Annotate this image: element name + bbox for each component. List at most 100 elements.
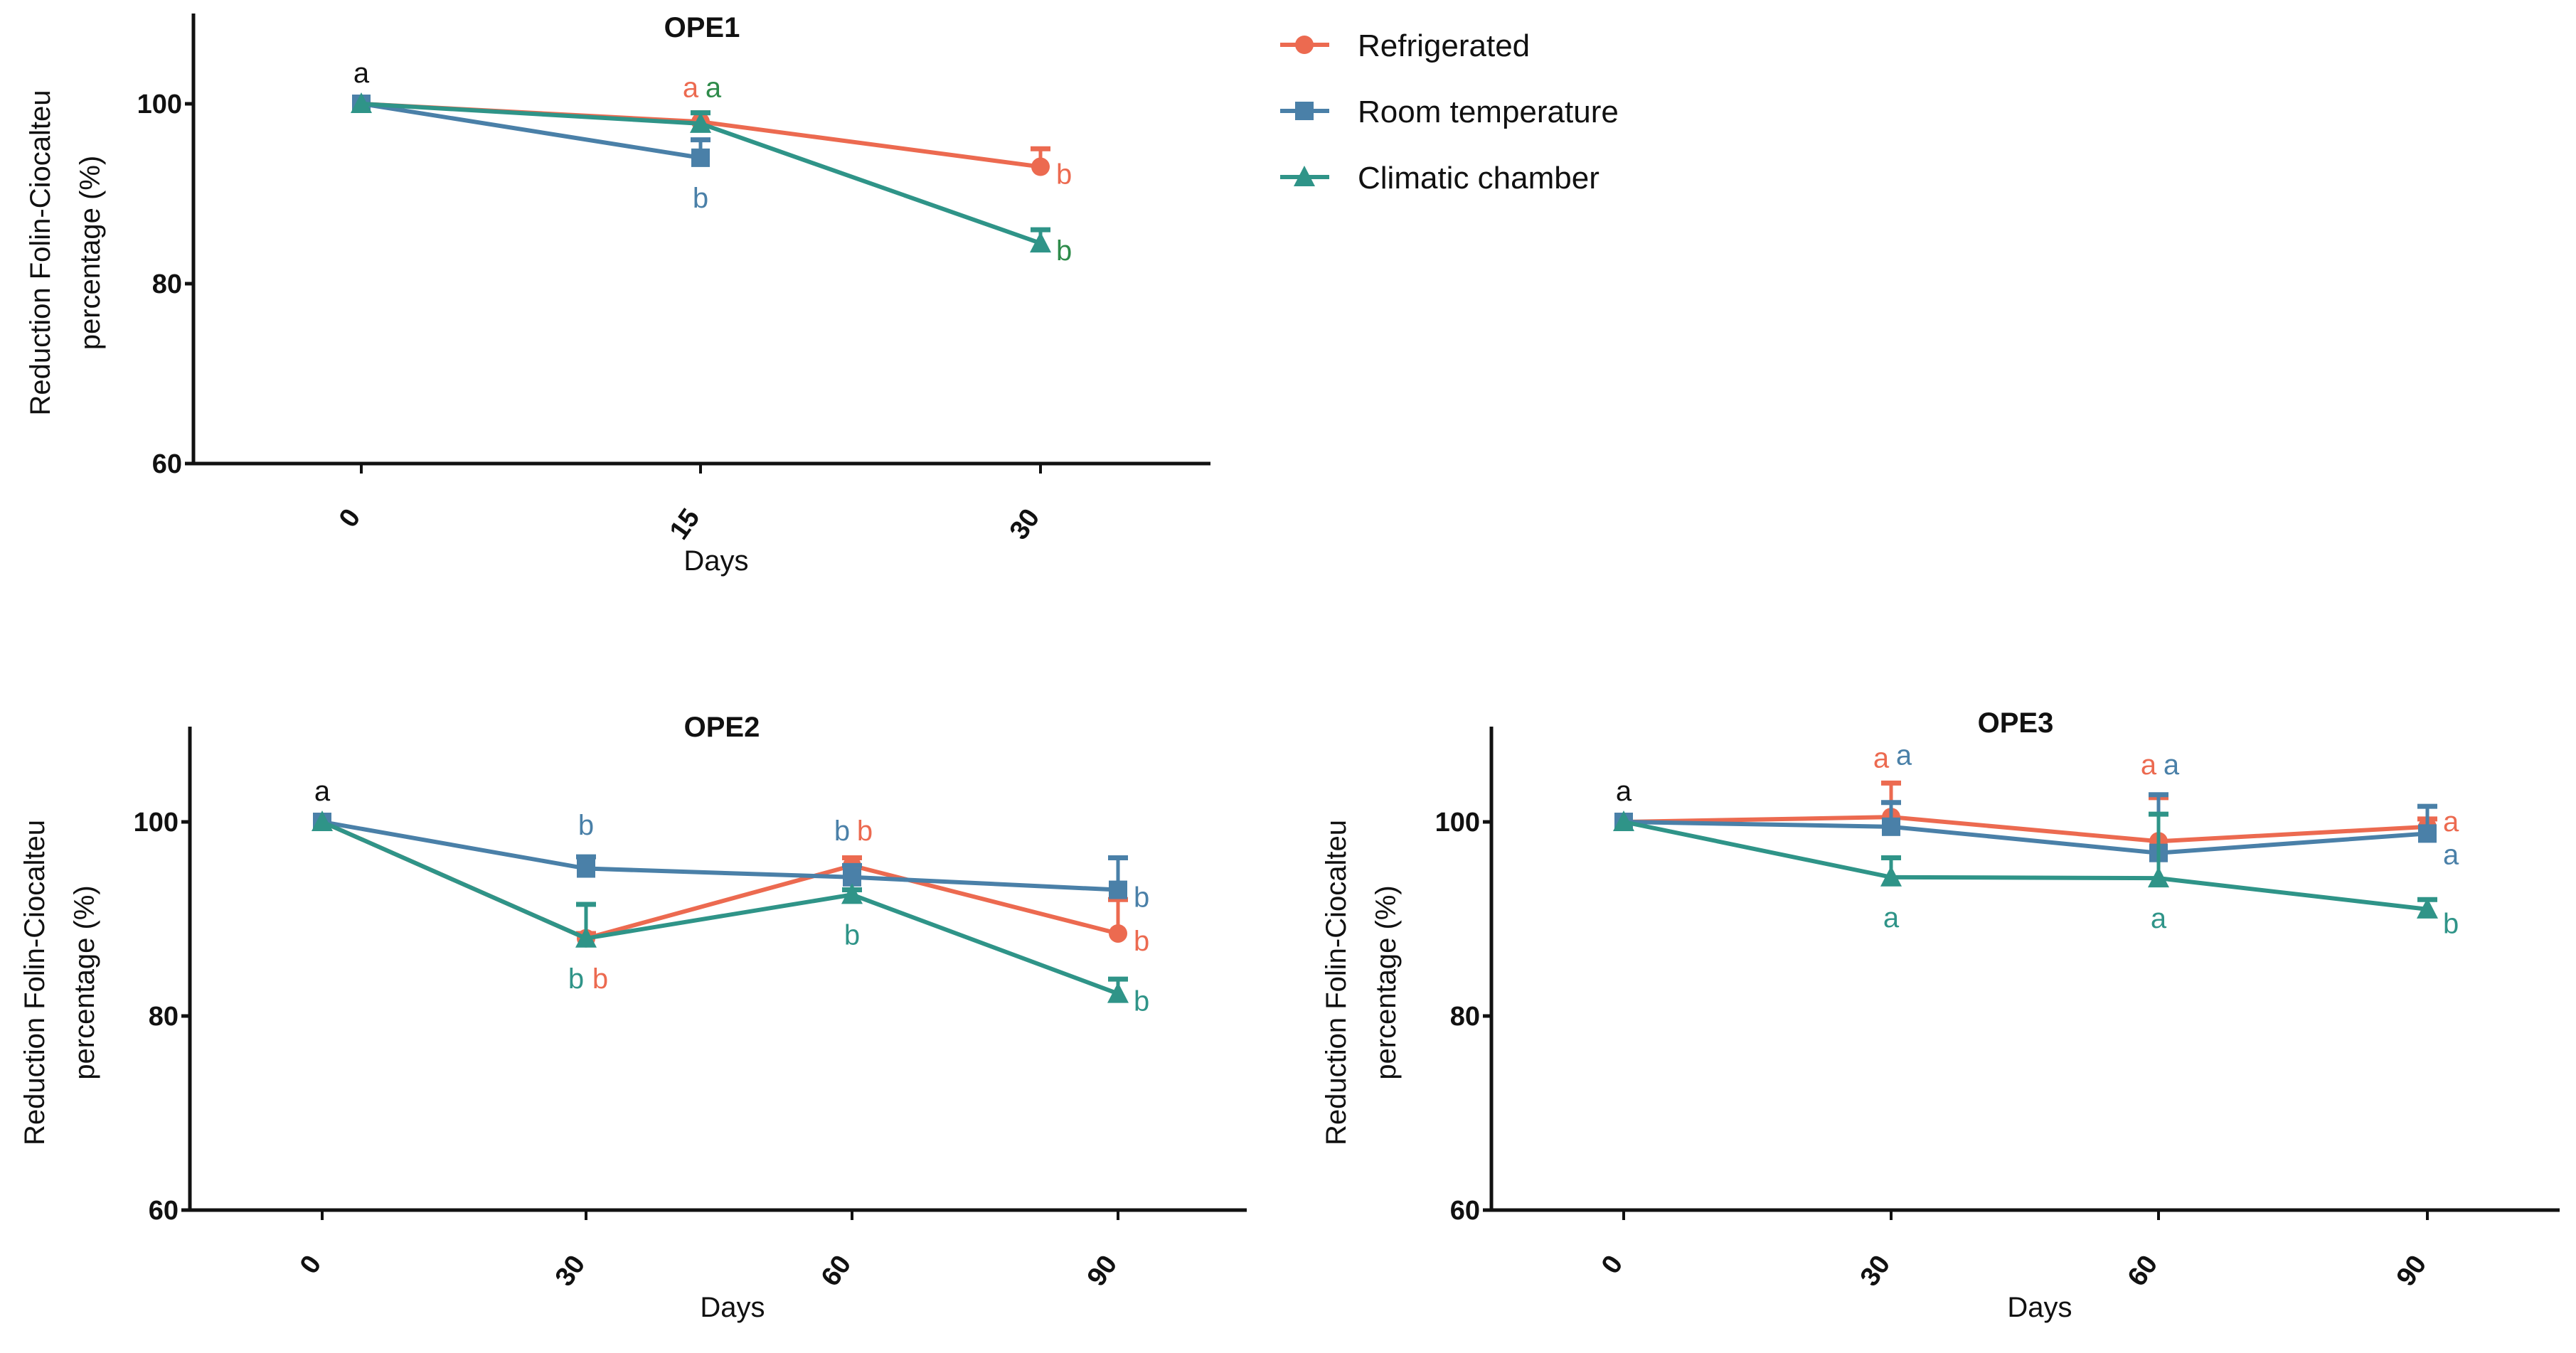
y-tick-label: 80 <box>152 269 182 299</box>
chart-title: OPE2 <box>684 712 760 743</box>
significance-letter: b <box>857 815 873 847</box>
data-point <box>2418 824 2437 843</box>
x-axis-label: Days <box>683 545 748 577</box>
significance-letter: b <box>592 963 608 995</box>
significance-letter: a <box>1896 739 1912 771</box>
x-tick-label: 0 <box>1596 1250 1629 1279</box>
data-point <box>1031 157 1050 176</box>
x-axis-label: Days <box>700 1292 765 1323</box>
chart-ope1: OPE1 60 80 100 0 15 30 Days Reduction Folin-Cioc… <box>25 12 1210 577</box>
significance-letter: a <box>353 58 370 89</box>
legend: Refrigerated Room temperature Climatic cha… <box>1280 28 1619 196</box>
y-axis-label-line2: percentage (%) <box>75 156 106 350</box>
y-tick-label: 80 <box>1450 1002 1480 1032</box>
x-tick-label: 15 <box>664 503 706 545</box>
significance-letter: a <box>2443 839 2459 870</box>
data-point <box>312 811 333 831</box>
significance-letter: b <box>1056 159 1072 191</box>
y-tick-label: 60 <box>1450 1196 1480 1226</box>
x-tick-label: 60 <box>816 1250 858 1292</box>
y-axis-label-line2: percentage (%) <box>69 885 100 1079</box>
significance-letter: b <box>578 810 594 841</box>
significance-letter: b <box>844 919 860 951</box>
significance-letter: a <box>2163 749 2180 781</box>
data-point <box>691 148 710 167</box>
legend-item-refrigerated: Refrigerated <box>1280 28 1530 63</box>
data-point <box>1109 880 1127 899</box>
series-climatic-chamber <box>312 811 1129 1003</box>
legend-label: Climatic chamber <box>1358 161 1600 196</box>
significance-letter: a <box>314 776 331 807</box>
legend-item-room-temperature: Room temperature <box>1280 95 1619 129</box>
series-line <box>1623 820 2428 855</box>
series-refrigerated <box>313 813 1128 948</box>
series-line <box>321 820 1119 941</box>
significance-letter: a <box>1873 742 1890 774</box>
data-point <box>1880 865 1902 887</box>
legend-marker-icon <box>1295 36 1314 54</box>
x-tick-label: 90 <box>2391 1250 2433 1292</box>
data-point <box>575 926 597 948</box>
y-axis-label-line2: percentage (%) <box>1371 885 1402 1079</box>
significance-letter: a <box>706 73 722 104</box>
series-line <box>321 820 1119 892</box>
chart-ope3: OPE3 60 80 100 0 30 60 90 Days Reduction Folin-Ci… <box>1321 707 2560 1323</box>
x-tick-label: 30 <box>1855 1250 1897 1292</box>
significance-letter: b <box>2443 908 2459 939</box>
data-point <box>2417 897 2438 919</box>
significance-letter: a <box>1883 902 1900 934</box>
significance-letter: b <box>693 183 708 214</box>
legend-label: Refrigerated <box>1358 28 1530 63</box>
significance-letter: a <box>1616 776 1632 807</box>
series-room-temperature <box>1614 792 2437 862</box>
x-tick-label: 30 <box>1004 503 1046 545</box>
series-climatic-chamber <box>351 92 1051 253</box>
x-tick-label: 90 <box>1082 1250 1124 1292</box>
data-point <box>2148 867 2169 888</box>
x-tick-label: 0 <box>294 1250 328 1279</box>
significance-letter: a <box>2443 806 2459 838</box>
data-point <box>1030 232 1051 253</box>
chart-title: OPE3 <box>1978 707 2054 739</box>
y-tick-label: 80 <box>149 1002 179 1032</box>
y-axis-label-line1: Reduction Folin-Ciocalteu <box>1321 820 1352 1145</box>
chart-ope2: OPE2 60 80 100 0 30 60 90 Days Reduction Folin-Ci… <box>19 712 1247 1323</box>
y-tick-label: 60 <box>152 449 182 479</box>
significance-letter: a <box>2151 903 2167 934</box>
significance-letter: a <box>683 73 699 104</box>
series-climatic-chamber <box>1613 811 2438 919</box>
x-tick-label: 0 <box>334 503 367 533</box>
legend-item-climatic-chamber: Climatic chamber <box>1280 161 1600 196</box>
x-axis-label: Days <box>2007 1292 2072 1323</box>
data-point <box>1613 811 1634 831</box>
y-axis-label-line1: Reduction Folin-Ciocalteu <box>19 820 50 1145</box>
y-axis-label-line1: Reduction Folin-Ciocalteu <box>25 90 56 415</box>
significance-letter: b <box>1134 882 1149 914</box>
significance-letter: b <box>568 963 584 995</box>
significance-letter: b <box>834 815 850 847</box>
series-line <box>1623 820 2428 911</box>
data-point <box>577 859 595 878</box>
significance-letter: b <box>1134 926 1149 957</box>
data-point <box>690 112 711 133</box>
series-room-temperature <box>313 813 1128 899</box>
x-tick-label: 30 <box>550 1250 592 1292</box>
y-tick-label: 100 <box>137 90 182 119</box>
y-tick-label: 100 <box>1435 808 1480 838</box>
data-point <box>1882 817 1900 836</box>
series-line <box>361 102 701 160</box>
significance-letter: b <box>1134 986 1149 1017</box>
y-tick-label: 100 <box>134 808 179 838</box>
significance-letter: b <box>1056 235 1072 267</box>
legend-label: Room temperature <box>1358 95 1619 129</box>
series-line <box>321 820 1119 996</box>
x-tick-label: 60 <box>2122 1250 2164 1292</box>
data-point <box>841 883 863 904</box>
chart-title: OPE1 <box>664 12 740 43</box>
data-point <box>1109 924 1127 943</box>
y-tick-label: 60 <box>149 1196 179 1226</box>
legend-marker-icon <box>1294 166 1315 186</box>
legend-marker-icon <box>1295 102 1314 120</box>
significance-letter: a <box>2141 749 2157 781</box>
